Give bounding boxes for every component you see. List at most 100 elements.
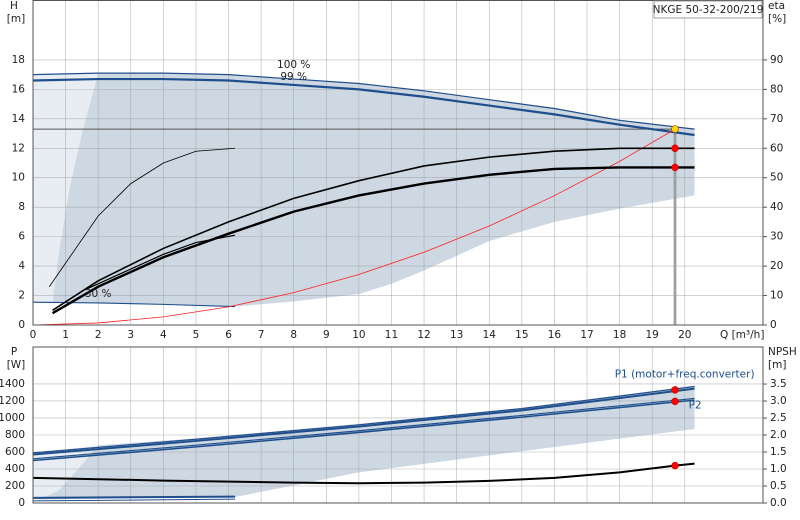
y-axis-unit: [W]: [7, 359, 26, 371]
y-tick-label: 400: [5, 463, 25, 475]
x-tick-label: 3: [127, 329, 134, 341]
y2-tick-label: 3.0: [770, 395, 787, 407]
y2-axis-label: eta: [768, 0, 785, 12]
y-axis-label: H: [10, 0, 18, 12]
x-tick-label: 17: [580, 329, 593, 341]
curve: [51, 166, 695, 315]
y2-axis-unit: [m]: [768, 359, 786, 371]
plot-frame: [32, 0, 764, 326]
curve: [48, 147, 236, 287]
curve: [32, 399, 695, 462]
y-tick-label: 0: [18, 497, 25, 509]
y-tick-label: 600: [5, 446, 25, 458]
y-tick-label: 14: [12, 113, 26, 125]
curve-label: 99 %: [280, 71, 307, 83]
curve-label: P1 (motor+freq.converter): [615, 369, 755, 381]
x-tick-label: 16: [548, 329, 562, 341]
y-tick-label: 8: [18, 201, 25, 213]
y2-tick-label: 3.5: [770, 378, 787, 390]
y2-tick-label: 20: [770, 260, 783, 272]
curve-label: 30 %: [85, 288, 112, 300]
y-tick-label: 800: [5, 429, 25, 441]
y-tick-label: 2: [18, 290, 25, 302]
y2-tick-label: 0.0: [770, 497, 787, 509]
x-tick-label: 2: [95, 329, 102, 341]
y2-tick-label: 1.0: [770, 463, 787, 475]
y2-tick-label: 60: [770, 142, 783, 154]
operating-point: [671, 163, 679, 172]
x-tick-label: 4: [160, 329, 167, 341]
y2-tick-label: 0.5: [770, 480, 787, 492]
operating-point: [671, 144, 679, 153]
x-tick-label: 18: [613, 329, 626, 341]
curves: [32, 72, 695, 502]
curve: [32, 397, 695, 460]
y2-tick-label: 10: [770, 290, 783, 302]
x-axis-label: Q [m³/h]: [720, 329, 764, 341]
curve: [32, 387, 695, 456]
operating-region: [52, 73, 695, 307]
y-tick-label: 10: [12, 172, 25, 184]
y-tick-label: 6: [18, 231, 25, 243]
y-tick-label: 1200: [0, 395, 25, 407]
plot-frame: [32, 346, 764, 504]
y2-tick-label: 50: [770, 172, 783, 184]
y2-tick-label: 2.5: [770, 412, 787, 424]
labels: 0 1 2 3 4 5 6 7 8 9 10 11 12 13 14 15 16 17 18 19 2002468101…: [0, 0, 797, 509]
chart-title: NKGE 50-32-200/219: [653, 4, 764, 16]
y-tick-label: 12: [12, 142, 25, 154]
x-tick-label: 5: [193, 329, 200, 341]
curve-label: P2: [689, 399, 702, 411]
y2-tick-label: 1.5: [770, 446, 787, 458]
regions: [33, 73, 695, 500]
y-tick-label: 1400: [0, 378, 25, 390]
x-tick-label: 20: [678, 329, 691, 341]
y2-tick-label: 2.0: [770, 429, 787, 441]
x-tick-label: 10: [352, 329, 365, 341]
x-tick-label: 13: [450, 329, 463, 341]
y-tick-label: 18: [12, 54, 25, 66]
operating-point: [671, 397, 679, 406]
x-tick-label: 19: [646, 329, 659, 341]
x-tick-label: 7: [258, 329, 265, 341]
x-tick-label: 14: [483, 329, 497, 341]
y-tick-label: 16: [12, 83, 26, 95]
curve: [32, 128, 676, 326]
curve: [32, 72, 695, 130]
y-tick-label: 4: [18, 260, 25, 272]
operating-point: [671, 125, 679, 133]
curve: [52, 147, 695, 311]
grids: [32, 1, 767, 504]
curve: [32, 495, 236, 499]
y-axis-label: P: [11, 346, 17, 358]
x-tick-label: 0: [30, 329, 37, 341]
curve-label: 100 %: [277, 59, 310, 71]
y2-axis-label: NPSH: [768, 346, 797, 358]
x-tick-label: 15: [515, 329, 528, 341]
y2-axis-unit: [%]: [768, 13, 786, 25]
x-tick-label: 12: [417, 329, 430, 341]
x-tick-label: 8: [290, 329, 297, 341]
x-tick-label: 11: [385, 329, 398, 341]
y-tick-label: 1000: [0, 412, 25, 424]
operating-point: [671, 386, 679, 394]
y-axis-unit: [m]: [7, 13, 25, 25]
y-tick-label: 200: [5, 480, 25, 492]
y2-tick-label: 40: [770, 201, 783, 213]
curve: [32, 462, 695, 485]
x-tick-label: 6: [225, 329, 232, 341]
y2-tick-label: 0: [770, 319, 777, 331]
title-box: [653, 0, 763, 19]
x-tick-label: 9: [323, 329, 330, 341]
y-tick-label: 0: [18, 319, 25, 331]
y2-tick-label: 90: [770, 54, 783, 66]
x-tick-label: 1: [62, 329, 69, 341]
y2-tick-label: 70: [770, 113, 783, 125]
curve: [32, 385, 695, 454]
operating-point: [671, 461, 679, 470]
y2-tick-label: 30: [770, 231, 783, 243]
curve: [84, 234, 236, 291]
curve: [32, 498, 236, 502]
curve: [32, 77, 695, 137]
